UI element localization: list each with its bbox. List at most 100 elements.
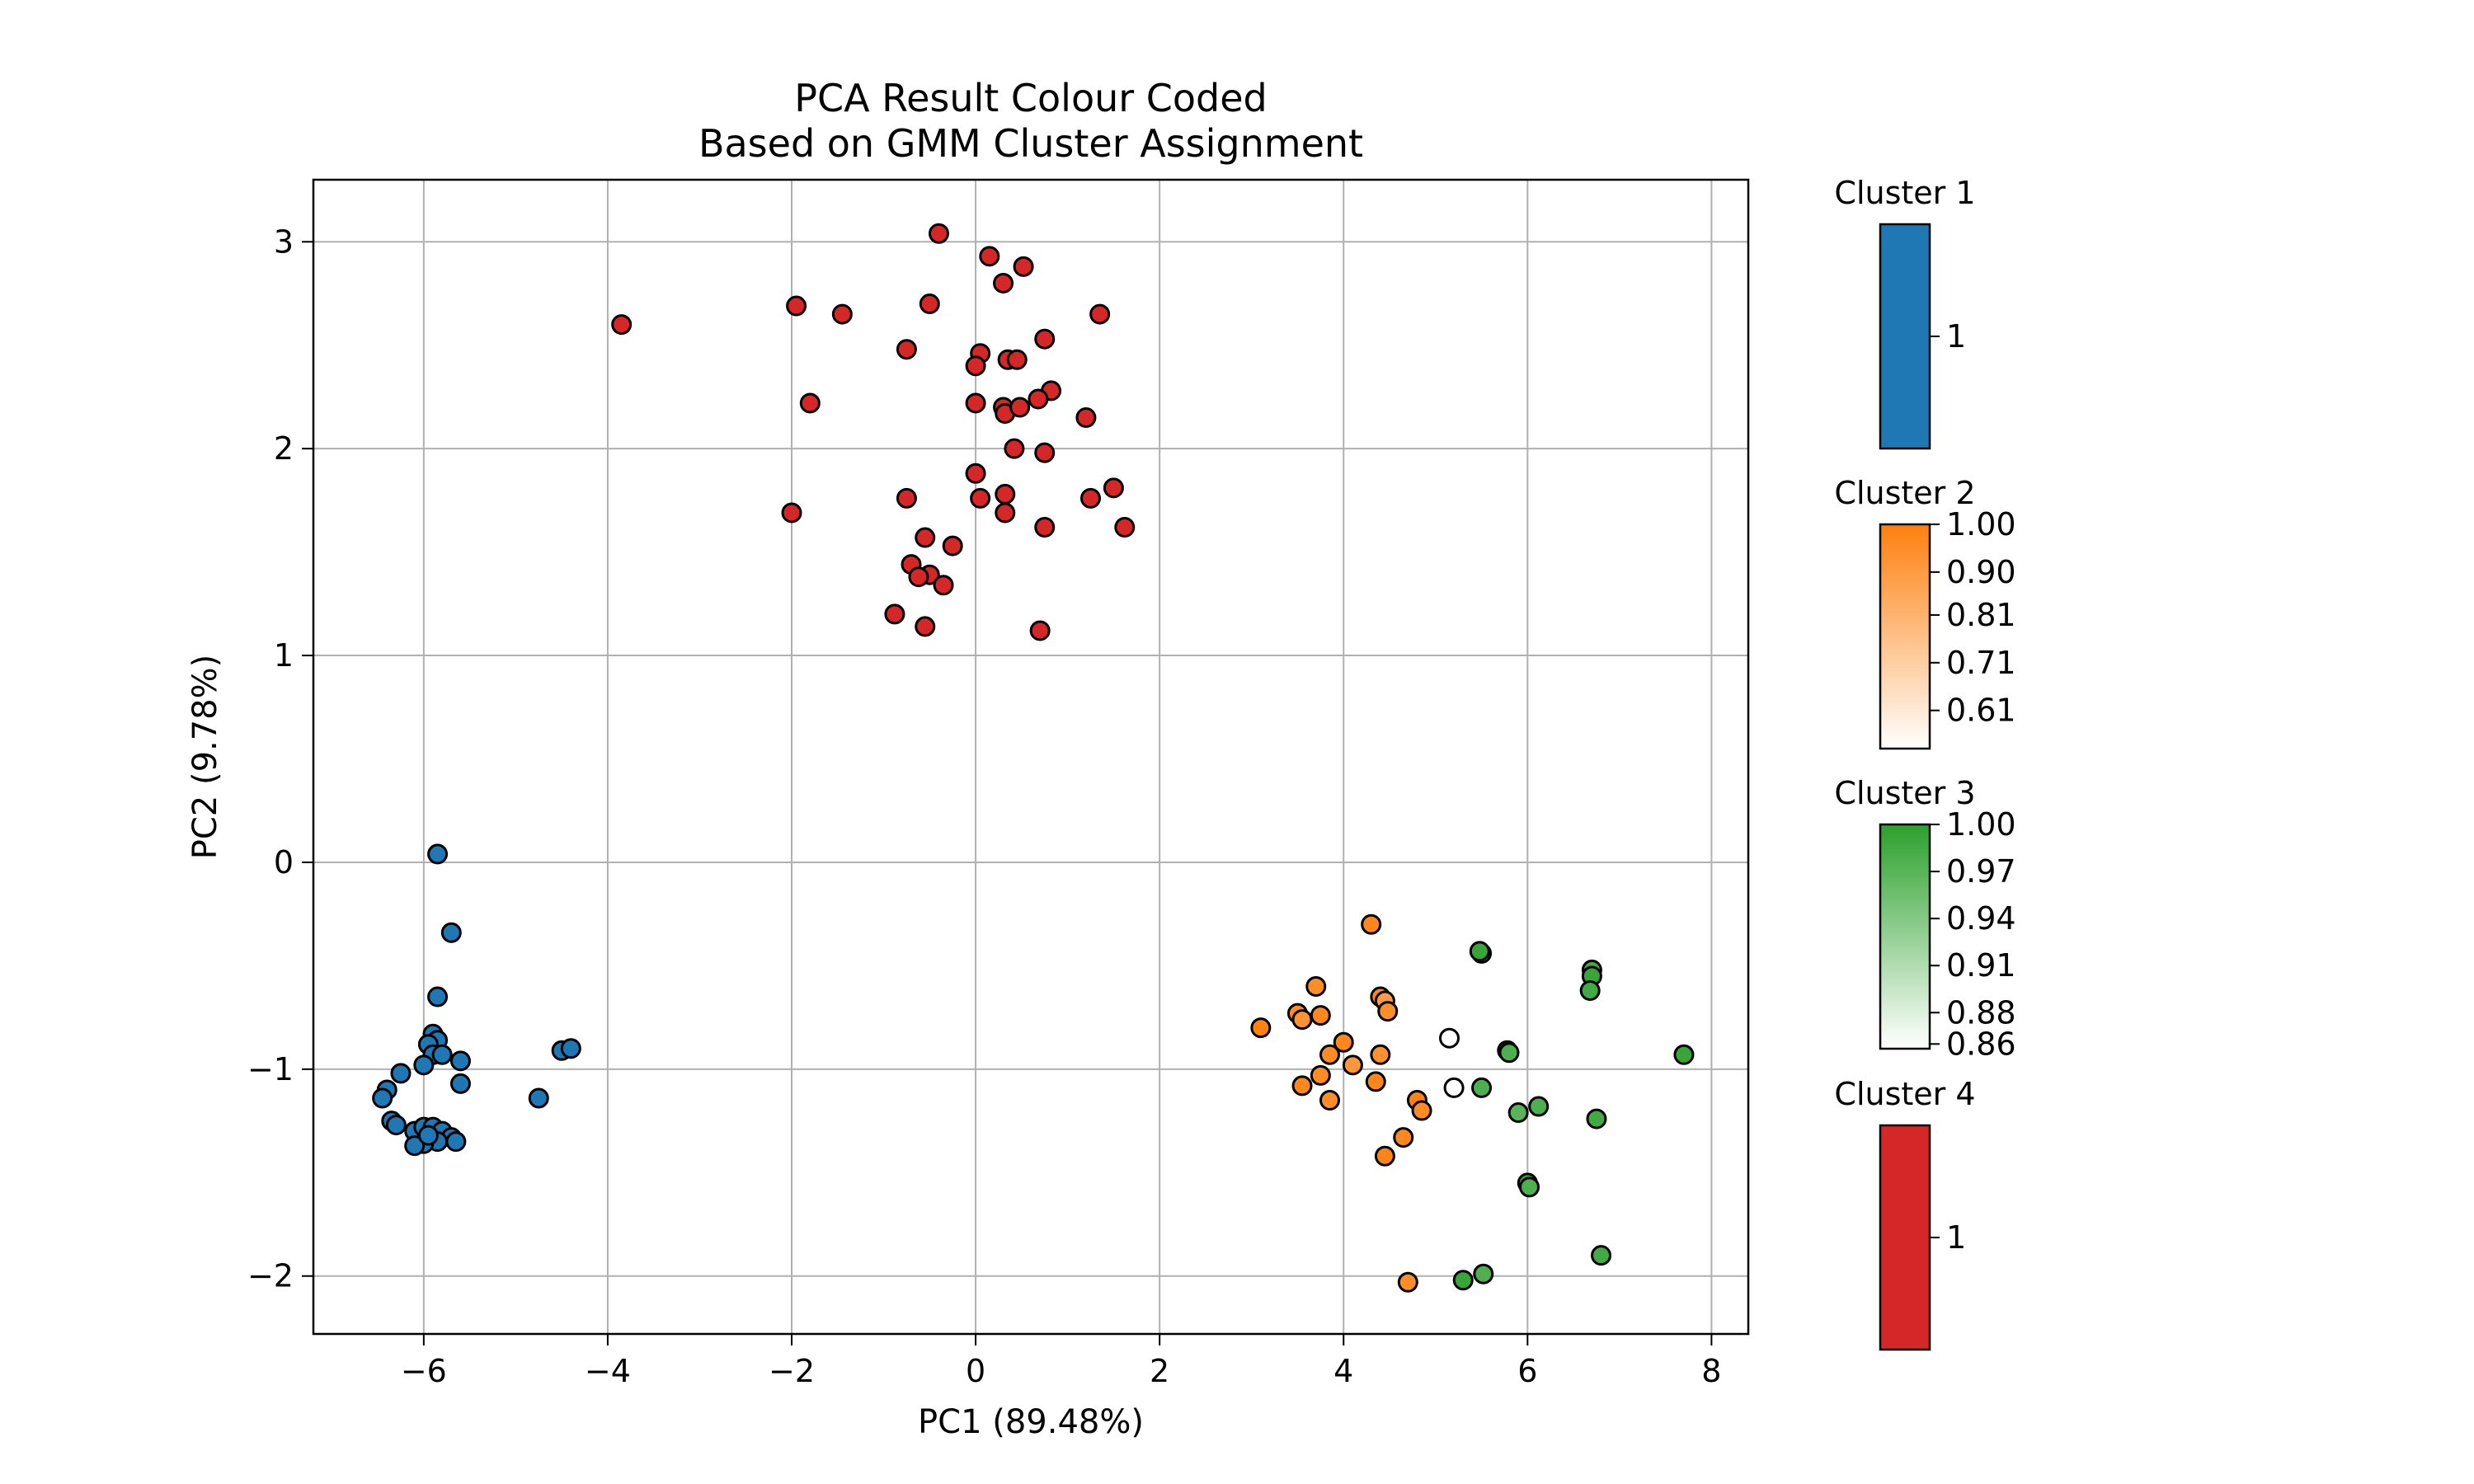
cluster-3-point: [1498, 1042, 1520, 1064]
cluster-4-point: [915, 527, 936, 548]
cluster-4-point: [915, 616, 936, 637]
grid: [313, 180, 1748, 1334]
cluster-1-point: [372, 1087, 393, 1109]
cluster-4-point: [995, 502, 1016, 524]
cluster-4-point: [908, 566, 929, 588]
cluster-4-point: [781, 502, 802, 524]
cluster-4-point: [965, 463, 986, 484]
colorbar-tick-label: 0.94: [1946, 900, 2016, 937]
cluster-4-point: [611, 314, 633, 336]
colorbar-tick-label: 0.88: [1946, 994, 2016, 1031]
cluster-1-point: [528, 1087, 549, 1109]
cluster-2-point: [1291, 1075, 1313, 1097]
cluster-1-point: [385, 1115, 407, 1136]
colorbar-title: Cluster 1: [1834, 175, 1975, 211]
colorbar-title: Cluster 3: [1834, 775, 1975, 811]
cluster-1-point: [445, 1131, 467, 1153]
cluster-3-point: [1473, 1263, 1494, 1284]
cluster-2-point: [1291, 1009, 1313, 1031]
cluster-3-point: [1519, 1176, 1540, 1198]
cluster-1-point: [560, 1038, 581, 1059]
cluster-2-point: [1377, 1001, 1399, 1022]
cluster-2-point: [1443, 1077, 1465, 1098]
x-tick-label: −2: [769, 1353, 815, 1389]
cluster-4-point: [1004, 438, 1025, 459]
scatter-points: [372, 223, 1695, 1293]
cluster-4-point: [965, 392, 986, 414]
cluster-2-point: [1310, 1005, 1331, 1026]
cluster-2-point: [1250, 1017, 1272, 1039]
colorbar-2: [1879, 523, 1931, 750]
cluster-4-point: [979, 246, 1000, 267]
cluster-2-point: [1411, 1100, 1432, 1121]
cluster-3-point: [1469, 941, 1490, 962]
cluster-2-point: [1305, 975, 1327, 997]
x-tick-label: 4: [1333, 1353, 1353, 1389]
cluster-4-point: [896, 339, 917, 360]
colorbar-3: [1879, 823, 1931, 1050]
cluster-4-point: [884, 603, 905, 625]
cluster-4-point: [786, 295, 807, 317]
cluster-4-point: [1080, 487, 1101, 509]
cluster-1-point: [449, 1073, 471, 1094]
cluster-2-point: [1370, 1044, 1391, 1065]
cluster-2-point: [1365, 1071, 1386, 1092]
colorbar-tick-label: 1: [1946, 1219, 1966, 1256]
cluster-4-point: [995, 483, 1016, 505]
cluster-1-point: [390, 1063, 412, 1084]
cluster-4-point: [1029, 620, 1051, 641]
cluster-4-point: [919, 294, 940, 315]
x-tick-label: 2: [1150, 1353, 1169, 1389]
y-tick-label: 3: [274, 223, 294, 260]
colorbar-tick-label: 1: [1946, 318, 1966, 355]
x-tick-label: 8: [1701, 1353, 1721, 1389]
cluster-2-point: [1310, 1064, 1331, 1086]
cluster-3-point: [1586, 1108, 1607, 1129]
cluster-1-point: [417, 1125, 439, 1146]
cluster-1-point: [427, 986, 449, 1007]
cluster-2-point: [1393, 1127, 1414, 1148]
cluster-3-point: [1591, 1245, 1612, 1266]
cluster-3-point: [1507, 1102, 1529, 1124]
cluster-2-point: [1439, 1027, 1460, 1049]
cluster-4-point: [1034, 442, 1056, 463]
cluster-4-point: [1013, 256, 1034, 277]
cluster-4-point: [1075, 407, 1097, 429]
cluster-4-point: [1103, 477, 1124, 499]
colorbar-tick-label: 0.90: [1946, 554, 2016, 590]
x-tick-label: −4: [585, 1353, 631, 1389]
cluster-4-point: [896, 487, 917, 509]
cluster-4-point: [993, 272, 1014, 294]
plot-frame: [312, 178, 1750, 1336]
x-axis-label: PC1 (89.48%): [918, 1403, 1144, 1441]
colorbar-tick-label: 1.00: [1946, 506, 2016, 542]
cluster-4-point: [970, 487, 991, 509]
cluster-4-point: [933, 575, 954, 596]
cluster-2-point: [1319, 1089, 1340, 1111]
cluster-2-point: [1342, 1054, 1363, 1076]
y-axis-label: PC2 (9.78%): [186, 655, 224, 860]
y-tick-label: 1: [274, 637, 294, 674]
colorbar-1: [1879, 223, 1931, 450]
x-tick-label: 6: [1517, 1353, 1537, 1389]
cluster-4-point: [1009, 397, 1031, 418]
cluster-3-point: [1579, 980, 1601, 1002]
y-tick-label: 0: [274, 844, 294, 881]
cluster-3-point: [1528, 1096, 1550, 1117]
cluster-4-point: [1034, 328, 1056, 350]
cluster-1-point: [413, 1054, 435, 1076]
cluster-4-point: [942, 535, 963, 556]
title-line-2: Based on GMM Cluster Assignment: [698, 121, 1363, 166]
cluster-4-point: [1114, 517, 1136, 538]
y-tick-label: 2: [274, 430, 294, 467]
cluster-4-point: [831, 303, 853, 325]
cluster-4-point: [799, 392, 821, 414]
cluster-2-point: [1374, 1145, 1395, 1167]
colorbar-tick-label: 0.86: [1946, 1026, 2016, 1062]
cluster-2-point: [1333, 1031, 1354, 1053]
cluster-1-point: [404, 1135, 426, 1157]
cluster-3-point: [1673, 1044, 1695, 1065]
cluster-1-point: [440, 922, 462, 943]
cluster-3-point: [1452, 1270, 1474, 1291]
cluster-4-point: [1089, 303, 1111, 325]
